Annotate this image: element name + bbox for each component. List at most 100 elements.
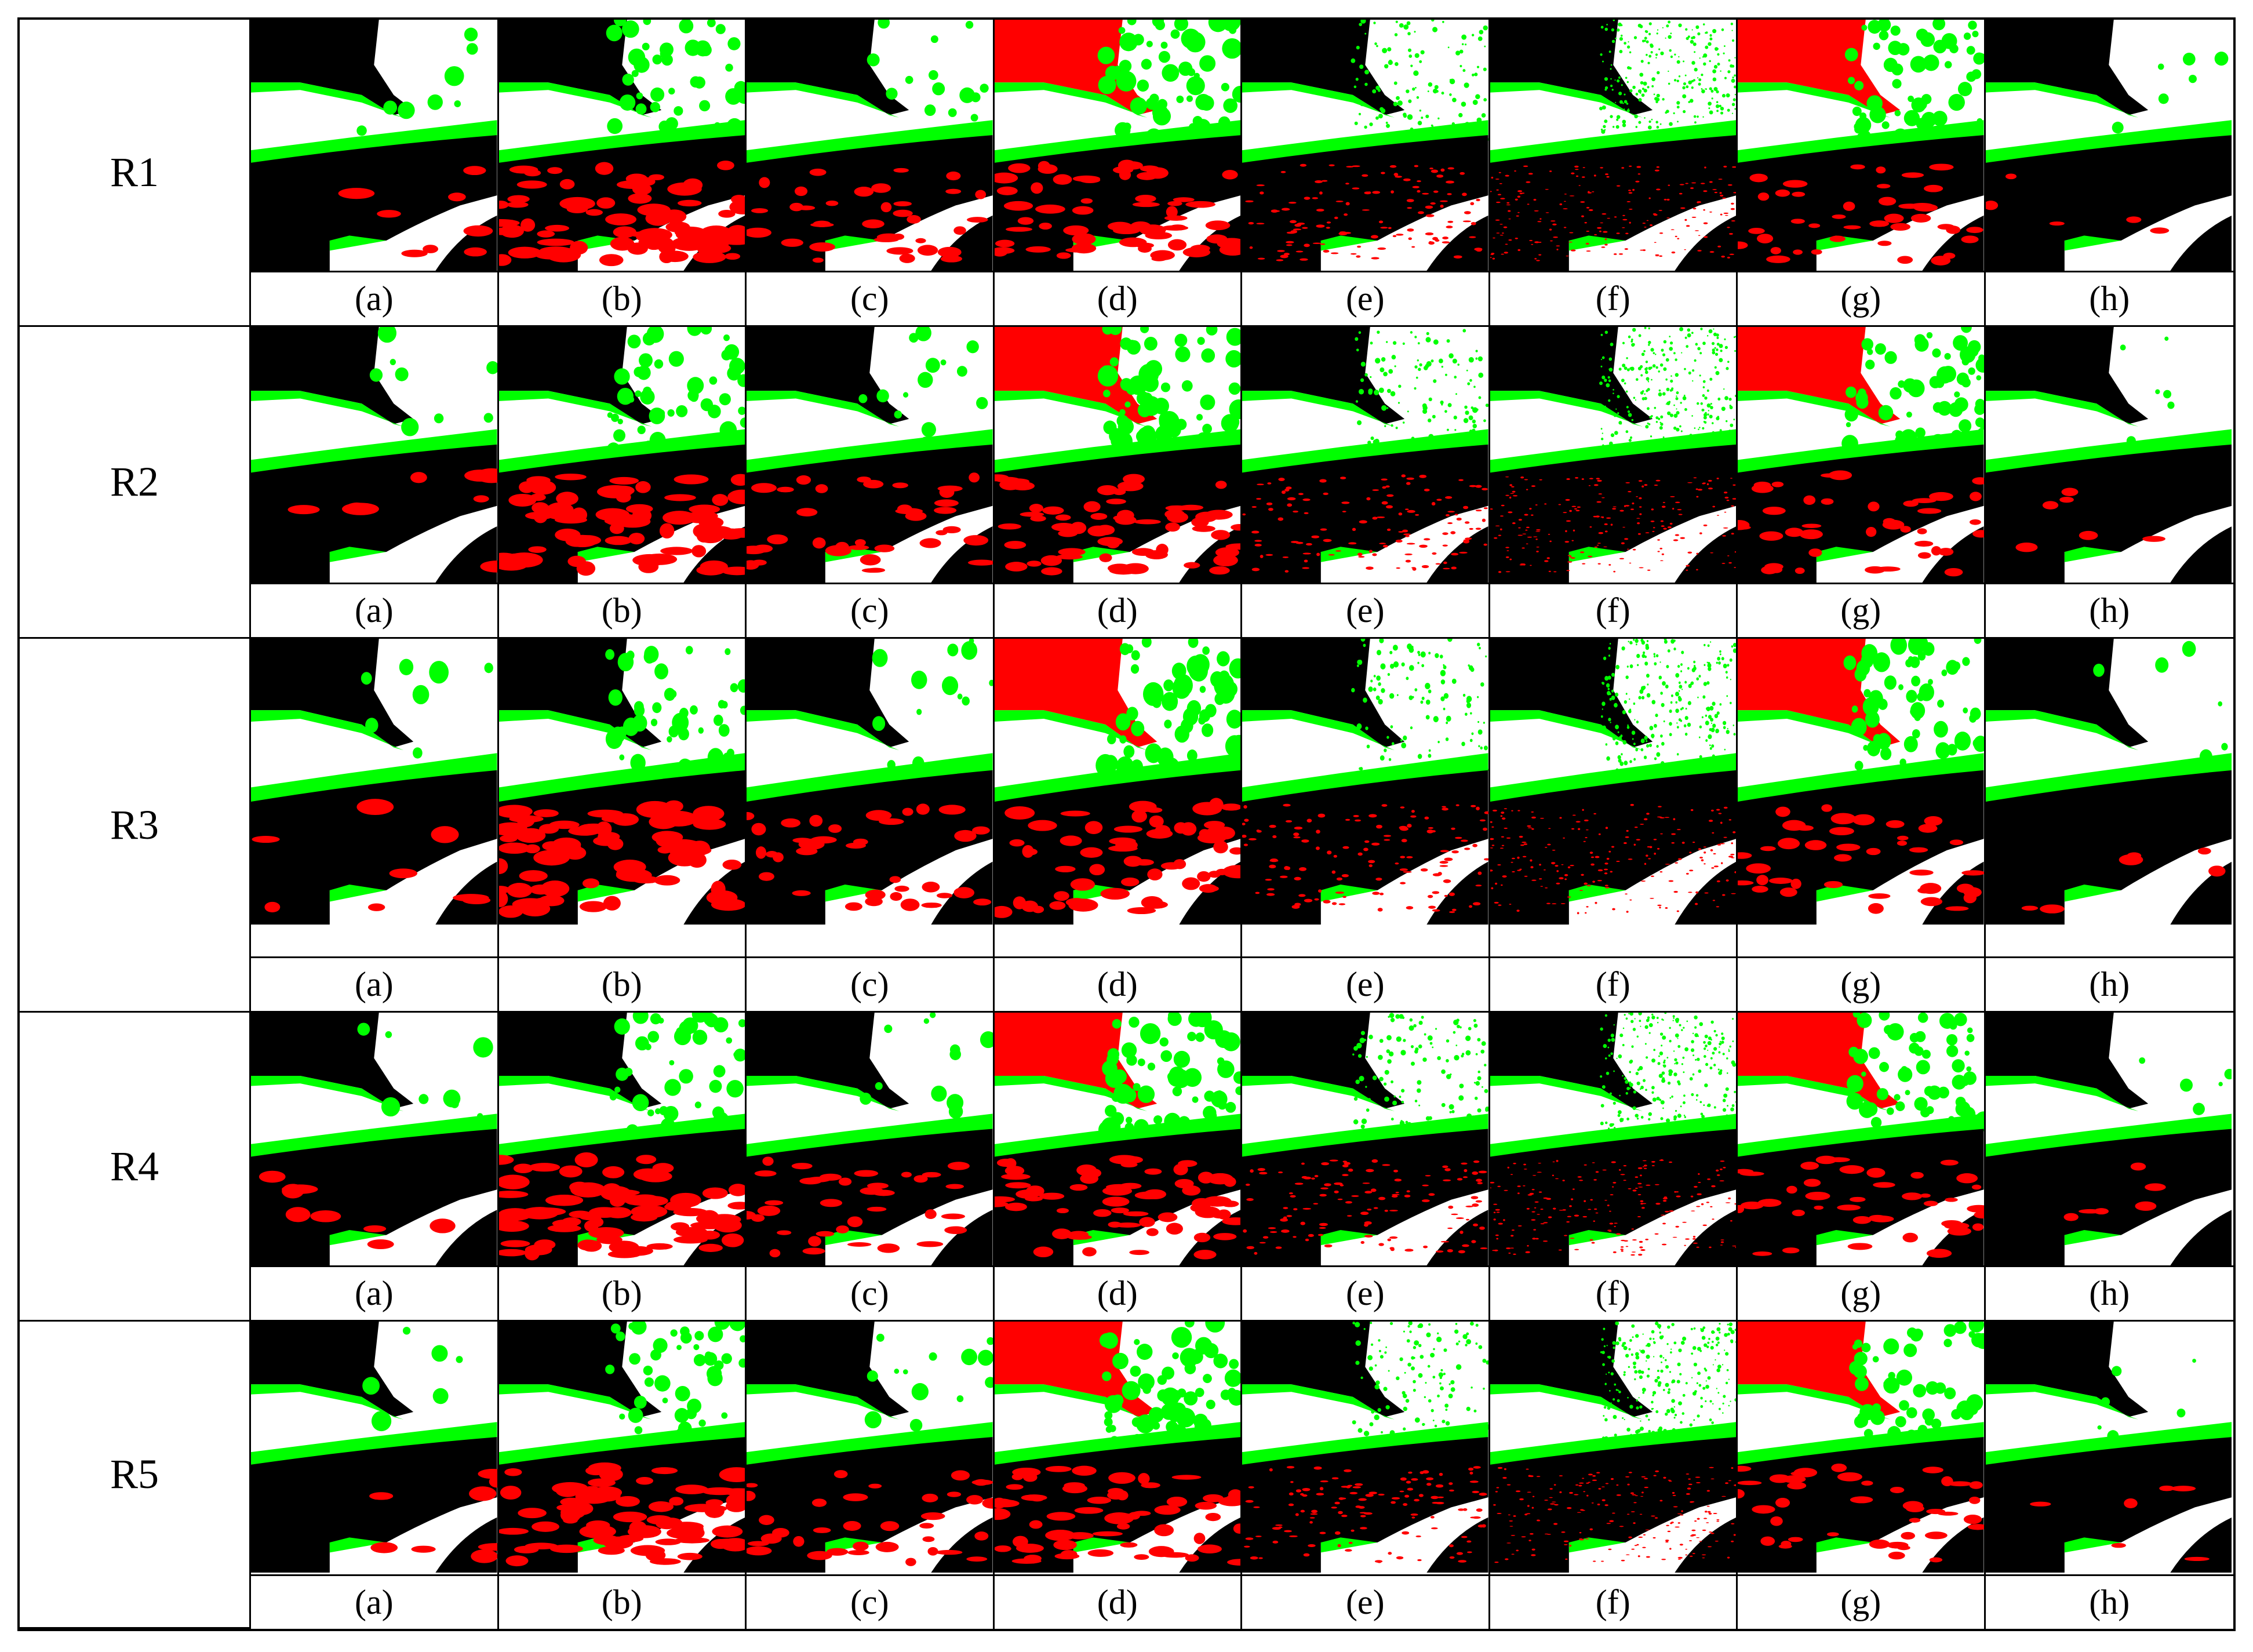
- blob: [1621, 119, 1626, 124]
- blob: [995, 476, 1020, 483]
- blob: [1684, 1116, 1686, 1118]
- blob: [1600, 333, 1603, 336]
- segmentation-image: [1985, 20, 2232, 271]
- blob: [1726, 93, 1730, 98]
- blob: [1686, 131, 1688, 133]
- blob: [1623, 842, 1627, 845]
- blob: [1720, 862, 1723, 864]
- blob: [1611, 696, 1615, 700]
- blob: [1581, 809, 1584, 812]
- blob: [1782, 180, 1808, 188]
- blob: [1734, 94, 1736, 96]
- blob: [1472, 902, 1481, 906]
- blob: [1593, 484, 1599, 486]
- blob: [1676, 441, 1679, 445]
- blob: [1641, 93, 1644, 97]
- blob: [1442, 21, 1444, 23]
- blob: [1664, 639, 1668, 644]
- blob: [1615, 1233, 1621, 1235]
- blob: [655, 1538, 681, 1545]
- blob: [1722, 763, 1725, 767]
- blob: [1546, 843, 1551, 846]
- blob: [1569, 1238, 1574, 1239]
- blob: [1624, 700, 1627, 704]
- blob: [1727, 256, 1730, 259]
- blob: [1283, 1207, 1289, 1209]
- blob: [1280, 254, 1289, 259]
- blob: [1538, 254, 1541, 256]
- blob: [1268, 1227, 1276, 1229]
- blob: [1722, 721, 1726, 725]
- blob: [1713, 865, 1719, 868]
- blob: [1410, 726, 1413, 730]
- blob: [1483, 121, 1486, 124]
- blob: [712, 1112, 729, 1129]
- blob: [1661, 1077, 1665, 1080]
- blob: [1455, 836, 1462, 839]
- blob: [1418, 653, 1421, 656]
- blob: [1568, 1205, 1572, 1207]
- blob: [1244, 818, 1249, 822]
- blob: [1471, 732, 1474, 736]
- blob: [642, 332, 656, 346]
- blob: [1185, 31, 1206, 53]
- blob: [338, 188, 375, 199]
- blob: [1608, 850, 1611, 853]
- blob: [1415, 376, 1418, 379]
- blob: [673, 1235, 708, 1244]
- blob: [1696, 1193, 1702, 1195]
- blob: [1637, 447, 1639, 449]
- blob: [1796, 825, 1814, 831]
- blob: [1644, 1043, 1647, 1045]
- blob: [1701, 89, 1705, 93]
- blob: [1938, 548, 1954, 556]
- blob: [1702, 394, 1705, 397]
- blob: [1729, 432, 1731, 435]
- blob: [1391, 190, 1394, 194]
- tool-shape: [1242, 639, 1405, 748]
- tool-edge: [994, 391, 1147, 427]
- blob: [1476, 806, 1480, 810]
- blob: [1917, 1013, 1928, 1023]
- blob: [1676, 509, 1681, 511]
- blob: [1611, 39, 1615, 43]
- blob: [1203, 821, 1225, 829]
- blob: [1629, 221, 1631, 224]
- blob: [1475, 350, 1478, 352]
- blob: [1535, 551, 1539, 552]
- blob: [1420, 868, 1428, 872]
- blob: [1668, 1039, 1672, 1043]
- blob: [1616, 395, 1620, 398]
- blob: [1613, 1251, 1617, 1253]
- caption: (d): [994, 583, 1240, 637]
- blob: [1703, 1055, 1706, 1058]
- blob: [1857, 1013, 1872, 1028]
- blob: [901, 1171, 912, 1178]
- blob: [1424, 816, 1429, 820]
- blob: [1300, 163, 1307, 167]
- blob: [1618, 758, 1622, 763]
- blob: [872, 649, 888, 667]
- caption: (h): [1985, 583, 2233, 637]
- blob: [1448, 353, 1454, 359]
- blob: [1615, 125, 1619, 129]
- blob: [1719, 703, 1721, 706]
- wedge: [2064, 839, 2232, 925]
- blob: [1635, 496, 1638, 497]
- blob: [1425, 715, 1430, 720]
- blob: [1233, 1071, 1240, 1084]
- blob: [1377, 247, 1386, 250]
- wedge: [329, 839, 497, 925]
- blob: [1702, 1040, 1706, 1044]
- blob: [1708, 715, 1712, 719]
- blob: [1509, 558, 1512, 561]
- blob: [1517, 1225, 1522, 1227]
- blob: [1946, 660, 1959, 675]
- blob: [1862, 697, 1879, 716]
- blob: [1655, 1097, 1660, 1101]
- blob: [1640, 374, 1643, 377]
- blob: [1465, 537, 1472, 540]
- blob: [1403, 735, 1407, 741]
- blob: [1382, 486, 1386, 489]
- blob: [1697, 1173, 1700, 1175]
